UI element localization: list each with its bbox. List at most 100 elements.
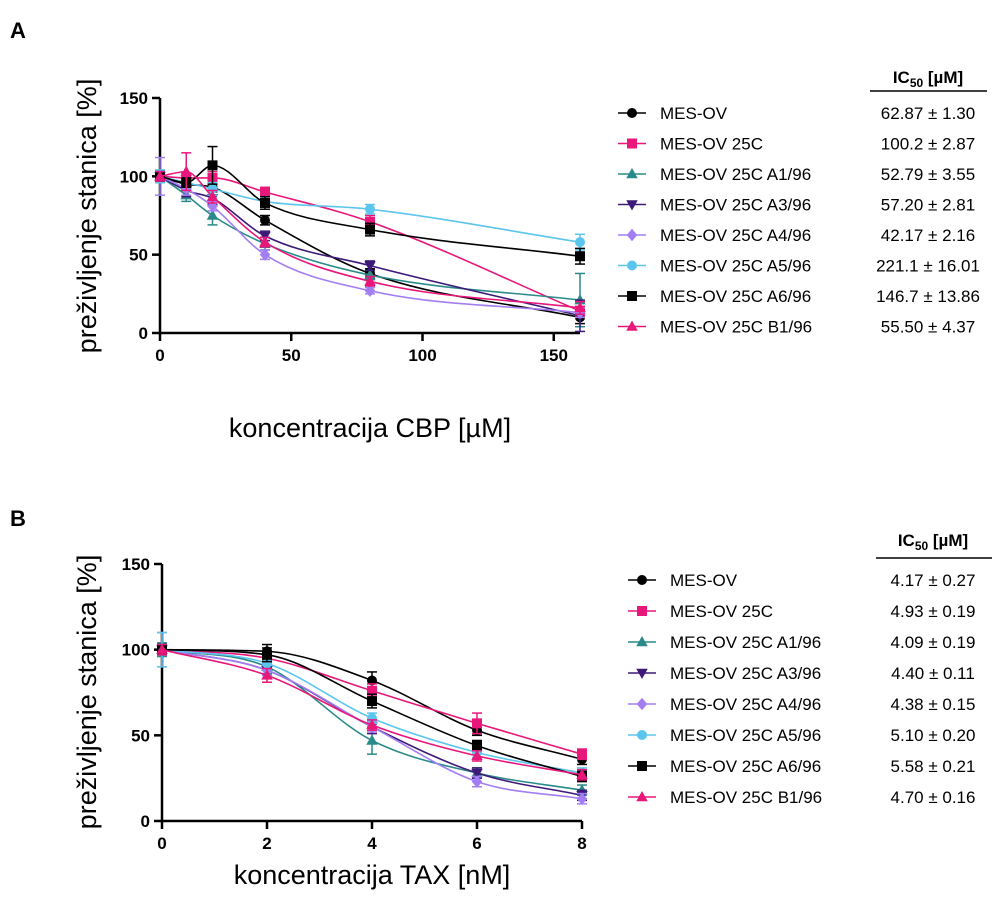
- data-point: [206, 190, 219, 201]
- data-point: [262, 658, 272, 669]
- ic50-value: 4.70 ± 0.16: [891, 788, 976, 807]
- legend-entry: MES-OV 25C 4.93 ± 0.19: [628, 602, 975, 621]
- data-point: [260, 197, 270, 208]
- data-point: [261, 669, 273, 680]
- legend-label: MES-OV 25C A1/96: [660, 165, 811, 184]
- legend-label: MES-OV 25C A3/96: [660, 196, 811, 215]
- legend-entry: MES-OV 62.87 ± 1.30: [618, 104, 975, 123]
- ic50-value: 57.20 ± 2.81: [881, 196, 975, 215]
- data-point: [260, 187, 270, 197]
- data-point: [471, 775, 483, 788]
- legend-label: MES-OV 25C B1/96: [670, 788, 822, 807]
- x-tick-label: 100: [408, 346, 436, 365]
- legend-label: MES-OV 25C A6/96: [670, 757, 821, 776]
- legend-label: MES-OV 25C A5/96: [670, 726, 821, 745]
- x-axis-label: koncentracija CBP [µM]: [229, 413, 511, 443]
- data-point: [472, 740, 482, 751]
- legend-marker: [626, 168, 638, 179]
- x-tick-label: 150: [540, 346, 568, 365]
- legend-marker: [626, 200, 638, 211]
- legend-label: MES-OV 25C A6/96: [660, 287, 811, 306]
- data-point: [367, 675, 377, 686]
- ic50-value: 221.1 ± 16.01: [876, 257, 980, 276]
- data-point: [365, 216, 375, 227]
- x-tick-label: 6: [472, 834, 481, 853]
- data-point: [206, 209, 219, 220]
- series-5: [155, 169, 585, 251]
- legend-marker: [626, 320, 638, 331]
- series-0: [155, 170, 585, 325]
- data-point: [471, 768, 483, 780]
- legend-label: MES-OV 25C A5/96: [660, 257, 811, 276]
- data-point: [259, 248, 271, 261]
- y-tick-label: 0: [141, 812, 150, 831]
- legend-entry: MES-OV 25C A1/96 52.79 ± 3.55: [618, 165, 975, 184]
- ic50-value: 4.93 ± 0.19: [891, 602, 976, 621]
- data-point: [180, 165, 192, 176]
- y-axis-label: preživljenje stanica [%]: [72, 555, 102, 830]
- data-point: [154, 170, 166, 181]
- y-tick-label: 100: [122, 641, 150, 660]
- legend-marker: [637, 575, 647, 585]
- series-2: [154, 169, 586, 328]
- ic50-header: IC50 [µM]: [898, 531, 968, 553]
- data-point: [366, 719, 378, 730]
- panel-label: A: [10, 18, 26, 43]
- data-point: [365, 204, 375, 215]
- data-point: [366, 734, 378, 745]
- x-tick-label: 0: [155, 346, 164, 365]
- legend-marker: [636, 791, 648, 802]
- legend-label: MES-OV: [660, 104, 728, 123]
- series-line: [161, 648, 583, 776]
- legend-marker: [637, 730, 647, 740]
- data-point: [574, 301, 586, 313]
- series-7: [154, 152, 586, 315]
- data-point: [260, 215, 270, 226]
- y-tick-label: 50: [131, 726, 150, 745]
- ic50-value: 4.40 ± 0.11: [891, 664, 975, 683]
- legend-entry: MES-OV 25C B1/96 4.70 ± 0.16: [628, 788, 975, 807]
- data-point: [367, 696, 377, 707]
- legend-entry: MES-OV 25C A4/96 42.17 ± 2.16: [618, 226, 975, 245]
- legend-entry: MES-OV 25C A5/96 221.1 ± 16.01: [618, 257, 980, 276]
- ic50-value: 5.10 ± 0.20: [891, 726, 976, 745]
- data-point: [365, 224, 375, 235]
- data-point: [262, 649, 272, 660]
- legend-entry: MES-OV 25C A6/96 5.58 ± 0.21: [628, 757, 975, 776]
- y-tick-label: 150: [122, 555, 150, 574]
- data-point: [575, 237, 585, 248]
- legend-entry: MES-OV 25C A6/96 146.7 ± 13.86: [618, 287, 980, 306]
- legend-label: MES-OV 25C A1/96: [670, 633, 821, 652]
- data-point: [207, 183, 218, 194]
- y-tick-label: 100: [120, 167, 148, 186]
- legend-label: MES-OV 25C: [660, 135, 763, 154]
- x-tick-label: 50: [282, 346, 301, 365]
- legend-marker: [627, 108, 637, 118]
- x-tick-label: 4: [367, 834, 377, 853]
- data-point: [207, 160, 218, 171]
- ic50-value: 5.58 ± 0.21: [891, 757, 976, 776]
- legend-entry: MES-OV 25C A3/96 4.40 ± 0.11: [628, 664, 975, 683]
- chart-panel-A: A 0 50 100 150 0 50 100 150 preživljenje stanica …: [10, 18, 987, 443]
- legend-entry: MES-OV 25C B1/96 55.50 ± 4.37: [618, 318, 975, 337]
- data-point: [156, 643, 168, 654]
- legend-label: MES-OV 25C B1/96: [660, 318, 812, 337]
- legend-marker: [637, 761, 647, 771]
- ic50-value: 62.87 ± 1.30: [881, 104, 975, 123]
- legend-marker: [636, 636, 648, 647]
- ic50-value: 146.7 ± 13.86: [876, 287, 980, 306]
- data-point: [364, 284, 376, 297]
- ic50-value: 42.17 ± 2.16: [881, 226, 975, 245]
- x-axis-label: koncentracija TAX [nM]: [234, 860, 511, 890]
- legend-label: MES-OV 25C A3/96: [670, 664, 821, 683]
- ic50-value: 4.09 ± 0.19: [891, 633, 976, 652]
- legend-marker: [627, 291, 637, 301]
- ic50-value: 4.17 ± 0.27: [891, 571, 976, 590]
- legend-marker: [627, 260, 637, 271]
- data-point: [577, 749, 587, 760]
- ic50-value: 55.50 ± 4.37: [881, 318, 975, 337]
- legend-entry: MES-OV 4.17 ± 0.27: [628, 571, 975, 590]
- data-point: [472, 718, 482, 729]
- data-point: [367, 685, 377, 696]
- ic50-value: 4.38 ± 0.15: [891, 695, 976, 714]
